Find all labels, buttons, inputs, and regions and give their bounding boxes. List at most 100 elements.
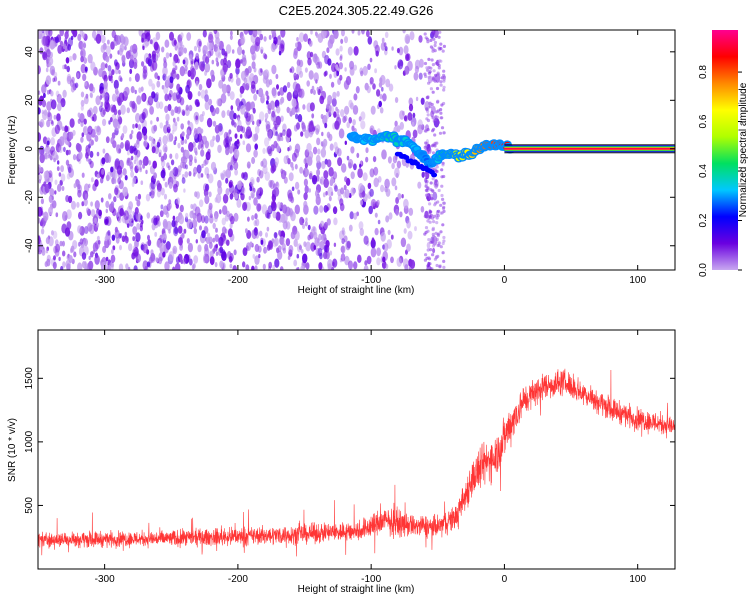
- noise-blob: [40, 228, 45, 235]
- noise-blob: [329, 250, 333, 256]
- noise-blob: [339, 198, 344, 206]
- snr-x-tick-label: -300: [95, 574, 115, 585]
- snr-x-tick-label: 100: [629, 574, 646, 585]
- noise-blob: [435, 165, 439, 169]
- noise-blob: [54, 179, 58, 185]
- noise-blob: [111, 249, 114, 255]
- noise-blob: [358, 221, 364, 230]
- noise-blob: [327, 94, 333, 105]
- noise-blob: [250, 80, 256, 90]
- noise-blob: [147, 234, 150, 241]
- noise-blob: [247, 216, 250, 222]
- noise-blob: [330, 81, 335, 88]
- noise-blob: [168, 199, 172, 205]
- noise-blob: [80, 136, 84, 143]
- spectrogram-frame: [37, 29, 676, 271]
- noise-blob: [418, 35, 423, 43]
- noise-blob: [80, 121, 84, 127]
- noise-blob: [96, 235, 100, 241]
- noise-blob: [391, 46, 394, 51]
- noise-blob: [130, 170, 135, 178]
- noise-blob: [343, 184, 347, 191]
- spectrogram-y-tick-label: 20: [24, 94, 35, 106]
- noise-blob: [353, 46, 359, 56]
- noise-blob: [45, 75, 52, 86]
- noise-blob: [254, 213, 258, 220]
- noise-blob: [122, 125, 128, 134]
- noise-blob: [205, 151, 211, 161]
- noise-blob: [60, 173, 66, 182]
- noise-blob: [440, 168, 444, 172]
- noise-blob: [80, 105, 84, 111]
- noise-blob: [442, 265, 446, 269]
- noise-blob: [225, 44, 232, 54]
- noise-blob: [134, 73, 140, 83]
- noise-blob: [429, 66, 433, 70]
- noise-blob: [111, 234, 116, 241]
- noise-blob: [313, 205, 319, 215]
- noise-blob: [293, 72, 297, 79]
- noise-blob: [302, 104, 306, 110]
- noise-blob: [85, 152, 89, 159]
- noise-blob: [53, 245, 58, 254]
- noise-blob: [432, 37, 436, 41]
- noise-blob: [363, 235, 369, 245]
- noise-blob: [149, 39, 153, 45]
- noise-blob: [441, 163, 445, 167]
- noise-blob: [341, 30, 345, 37]
- noise-blob: [423, 145, 427, 150]
- noise-blob: [296, 64, 302, 76]
- noise-blob: [186, 32, 192, 41]
- noise-blob: [197, 172, 202, 179]
- noise-blob: [274, 157, 279, 166]
- noise-blob: [142, 65, 148, 74]
- noise-blob: [315, 154, 321, 163]
- noise-blob: [304, 129, 310, 139]
- noise-blob: [51, 230, 54, 236]
- noise-blob: [52, 150, 58, 162]
- noise-blob: [327, 263, 332, 270]
- noise-blob: [110, 106, 115, 113]
- noise-blob: [193, 214, 196, 220]
- noise-blob: [211, 107, 216, 117]
- noise-blob: [311, 225, 317, 236]
- noise-blob: [167, 93, 172, 101]
- noise-blob: [274, 237, 279, 247]
- noise-blob: [66, 209, 72, 220]
- noise-blob: [257, 245, 262, 253]
- noise-blob: [77, 189, 82, 198]
- noise-blob: [341, 163, 347, 173]
- snr-y-tick-label: 500: [24, 497, 35, 514]
- noise-blob: [202, 45, 208, 55]
- noise-blob: [356, 152, 360, 158]
- noise-blob: [45, 248, 49, 254]
- noise-blob: [436, 200, 440, 204]
- noise-blob: [439, 46, 443, 51]
- noise-blob: [204, 101, 210, 111]
- noise-blob: [64, 215, 68, 221]
- noise-blob: [429, 188, 433, 192]
- noise-blob: [364, 260, 368, 266]
- noise-blob: [167, 124, 171, 130]
- noise-blob: [439, 108, 443, 112]
- noise-blob: [55, 142, 62, 153]
- noise-blob: [209, 48, 214, 57]
- noise-blob: [300, 249, 304, 254]
- noise-blob: [285, 238, 291, 247]
- noise-blob: [218, 236, 224, 247]
- noise-blob: [171, 72, 174, 78]
- noise-blob: [428, 262, 432, 266]
- noise-blob: [163, 193, 168, 200]
- spectrogram-y-tick-label: 40: [24, 46, 35, 58]
- noise-blob: [39, 153, 45, 164]
- noise-blob: [161, 85, 165, 90]
- noise-blob: [240, 59, 243, 64]
- noise-blob: [54, 190, 57, 195]
- noise-blob: [218, 79, 224, 89]
- noise-blob: [442, 44, 446, 49]
- noise-blob: [117, 114, 121, 120]
- noise-blob: [429, 193, 434, 197]
- noise-blob: [242, 261, 246, 268]
- noise-blob: [120, 142, 124, 149]
- noise-blob: [42, 136, 48, 145]
